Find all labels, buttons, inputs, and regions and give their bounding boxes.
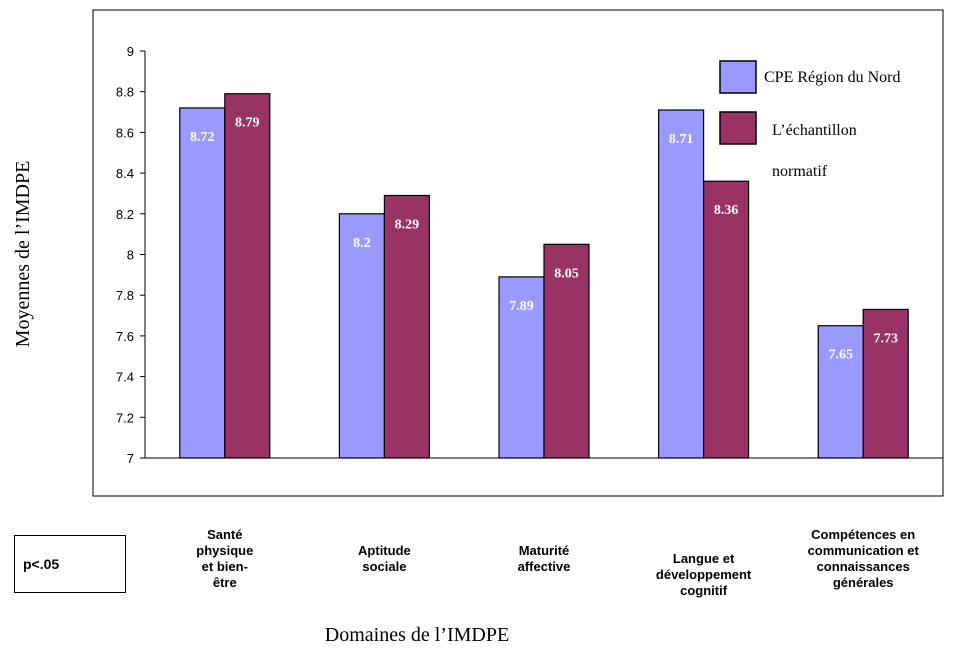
significance-note: p<.05 (14, 535, 126, 593)
data-label: 7.65 (828, 348, 853, 363)
y-tick-label: 8.8 (116, 85, 134, 100)
data-label: 8.36 (714, 203, 739, 218)
bar-cpe (179, 107, 226, 459)
y-axis-title: Moyennes de l’IMDPE (12, 161, 34, 348)
bars (179, 93, 909, 459)
bar-normatif (702, 180, 750, 459)
y-tick-label: 7.4 (116, 370, 134, 385)
y-tick-label: 8.6 (116, 125, 134, 140)
data-label: 8.72 (190, 130, 215, 145)
category-label: Santé physique et bien- être (196, 527, 254, 590)
significance-note-text: p<.05 (23, 556, 60, 572)
legend-swatch-normatif (719, 111, 757, 145)
bar-normatif (862, 308, 909, 459)
legend-label-normatif-line2: normatif (772, 163, 828, 180)
y-tick-label: 7.8 (116, 288, 134, 303)
data-label: 8.2 (353, 236, 371, 251)
y-tick-label: 7.6 (116, 329, 134, 344)
data-label: 8.79 (235, 116, 260, 131)
legend-label-cpe: CPE Région du Nord (764, 69, 900, 86)
bar-cpe (817, 325, 864, 459)
legend-swatch-cpe (719, 60, 757, 94)
data-label: 8.05 (554, 266, 579, 281)
bar-normatif (543, 243, 590, 459)
x-axis-title: Domaines de l’IMDPE (325, 624, 509, 646)
y-tick-label: 9 (127, 44, 134, 59)
data-labels: 8.72 8.79 8.2 8.29 7.89 8.05 8.71 8.36 7.65 7.73 (190, 116, 898, 363)
bar-normatif (383, 194, 430, 459)
chart-frame (92, 9, 944, 497)
y-tick-label: 8 (127, 248, 134, 263)
data-label: 7.89 (509, 299, 534, 314)
category-label: Aptitude sociale (358, 543, 411, 574)
bar-normatif (224, 93, 271, 459)
data-label: 7.73 (873, 331, 898, 346)
data-label: 8.71 (669, 132, 694, 147)
legend-label-normatif-line1: L’échantillon (772, 122, 857, 139)
y-tick-label: 8.4 (116, 166, 134, 181)
category-label: Langue et développement cognitif (655, 551, 752, 598)
y-axis: 7 7.2 7.4 7.6 7.8 8 8.2 8.4 8.6 8.8 9 (116, 44, 943, 466)
legend: CPE Région du Nord L’échantillon normati… (719, 60, 900, 180)
bar-cpe (657, 109, 705, 459)
category-label: Maturité affective (517, 543, 571, 574)
category-label: Compétences en communication et connaiss… (807, 527, 919, 590)
data-label: 8.29 (395, 217, 420, 232)
y-tick-label: 8.2 (116, 207, 134, 222)
y-tick-label: 7 (127, 451, 134, 466)
y-tick-label: 7.2 (116, 410, 134, 425)
